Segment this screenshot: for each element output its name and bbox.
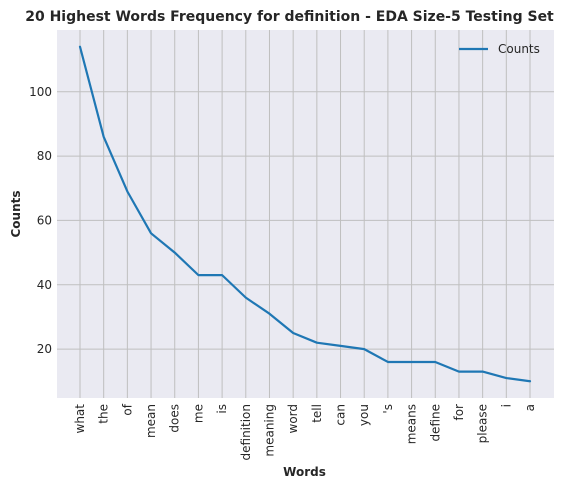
y-axis-label: Counts — [9, 190, 23, 237]
y-tick-label: 100 — [29, 85, 52, 99]
y-tick-label: 80 — [37, 149, 52, 163]
x-tick-label: tell — [310, 404, 324, 423]
x-tick-label: please — [476, 404, 490, 443]
x-tick-label: meaning — [262, 404, 276, 457]
x-tick-label: a — [523, 404, 537, 411]
x-tick-label: word — [286, 404, 300, 434]
x-tick-label: does — [168, 404, 182, 433]
legend-label-counts: Counts — [498, 42, 540, 56]
series-layer — [78, 45, 532, 383]
x-axis-label: Words — [283, 465, 326, 479]
plot-area — [57, 30, 554, 398]
y-tick-labels: 20 40 60 80 100 — [29, 85, 52, 356]
x-tick-label: definition — [239, 404, 253, 460]
x-tick-label: define — [428, 404, 442, 442]
x-tick-label: is — [215, 404, 229, 414]
x-tick-label: 's — [381, 404, 395, 414]
series-line-counts — [78, 45, 532, 383]
x-tick-label: of — [120, 403, 134, 415]
x-tick-label: i — [499, 404, 513, 407]
x-tick-label: what — [73, 404, 87, 434]
chart-title: 20 Highest Words Frequency for definitio… — [25, 9, 554, 25]
x-tick-label: mean — [144, 404, 158, 438]
x-tick-label: the — [97, 404, 111, 424]
x-tick-labels: what the of mean does me is definition meaning wo… — [73, 403, 537, 460]
y-tick-label: 40 — [37, 278, 52, 292]
legend: Counts — [459, 42, 540, 56]
y-tick-label: 20 — [37, 342, 52, 356]
x-tick-label: for — [452, 404, 466, 421]
x-tick-label: means — [405, 404, 419, 444]
x-tick-label: me — [191, 404, 205, 423]
x-tick-label: you — [357, 404, 371, 426]
y-tick-label: 60 — [37, 213, 52, 227]
grid-lines — [57, 30, 554, 398]
x-tick-label: can — [334, 404, 348, 426]
